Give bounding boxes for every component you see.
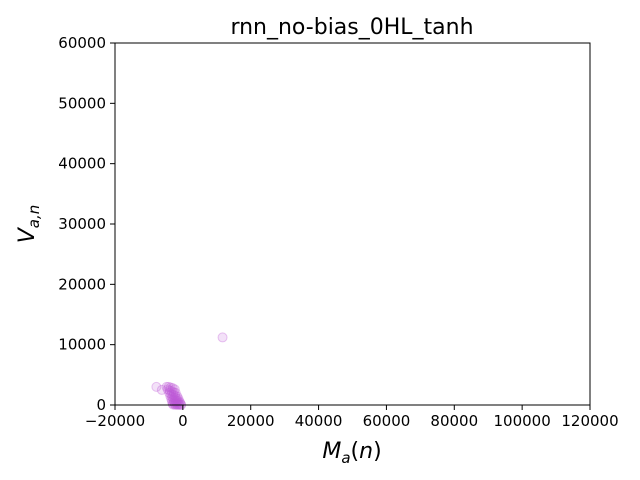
y-tick-label: 60000 <box>58 34 106 52</box>
scatter-point <box>168 394 179 405</box>
x-tick-label: 40000 <box>295 412 343 430</box>
scatter-point <box>173 393 184 404</box>
x-tick-label: 60000 <box>363 412 411 430</box>
scatter-point <box>171 393 182 404</box>
scatter-point <box>217 332 228 343</box>
x-tick-label: 0 <box>178 412 188 430</box>
scatter-point <box>151 381 162 392</box>
y-tick-label: 30000 <box>58 215 106 233</box>
scatter-point <box>167 396 177 407</box>
scatter-point <box>169 398 180 409</box>
y-axis: 0 10000 20000 30000 40000 50000 60000 <box>58 34 115 414</box>
scatter-point <box>165 382 176 393</box>
y-tick-label: 10000 <box>58 336 106 354</box>
x-tick-label: 120000 <box>561 412 618 430</box>
scatter-point <box>172 391 183 402</box>
scatter-point <box>166 386 177 397</box>
y-tick-label: 0 <box>96 396 106 414</box>
scatter-point <box>166 393 177 404</box>
scatter-point <box>169 392 180 403</box>
scatter-point <box>166 389 177 400</box>
scatter-point <box>170 387 181 398</box>
scatter-point <box>164 385 175 396</box>
scatter-point <box>167 398 178 409</box>
scatter-point <box>167 383 178 394</box>
scatter-point <box>168 387 179 398</box>
scatter-point <box>162 384 173 395</box>
scatter-point <box>170 390 181 401</box>
scatter-point <box>168 389 179 400</box>
y-tick-label: 50000 <box>58 94 106 112</box>
x-tick-label: 100000 <box>494 412 551 430</box>
scatter-point <box>163 381 174 392</box>
chart-title: rnn_no-bias_0HL_tanh <box>230 15 473 40</box>
x-axis: −20000 0 20000 40000 60000 80000 100000 120000 <box>85 405 619 430</box>
scatter-point <box>156 384 167 395</box>
scatter-point <box>171 399 182 410</box>
y-tick-label: 40000 <box>58 155 106 173</box>
y-tick-label: 20000 <box>58 275 106 293</box>
scatter-point <box>173 399 184 410</box>
x-tick-label: 20000 <box>227 412 275 430</box>
scatter-point <box>167 392 178 403</box>
scatter-point <box>165 390 176 401</box>
scatter-point <box>164 387 175 398</box>
scatter-point <box>169 384 180 395</box>
scatter-point <box>161 381 172 392</box>
scatter-point <box>174 396 185 407</box>
x-axis-label: Ma(n) <box>322 439 381 467</box>
x-tick-label: −20000 <box>85 412 145 430</box>
x-tick-label: 80000 <box>430 412 478 430</box>
scatter-point <box>169 396 180 407</box>
